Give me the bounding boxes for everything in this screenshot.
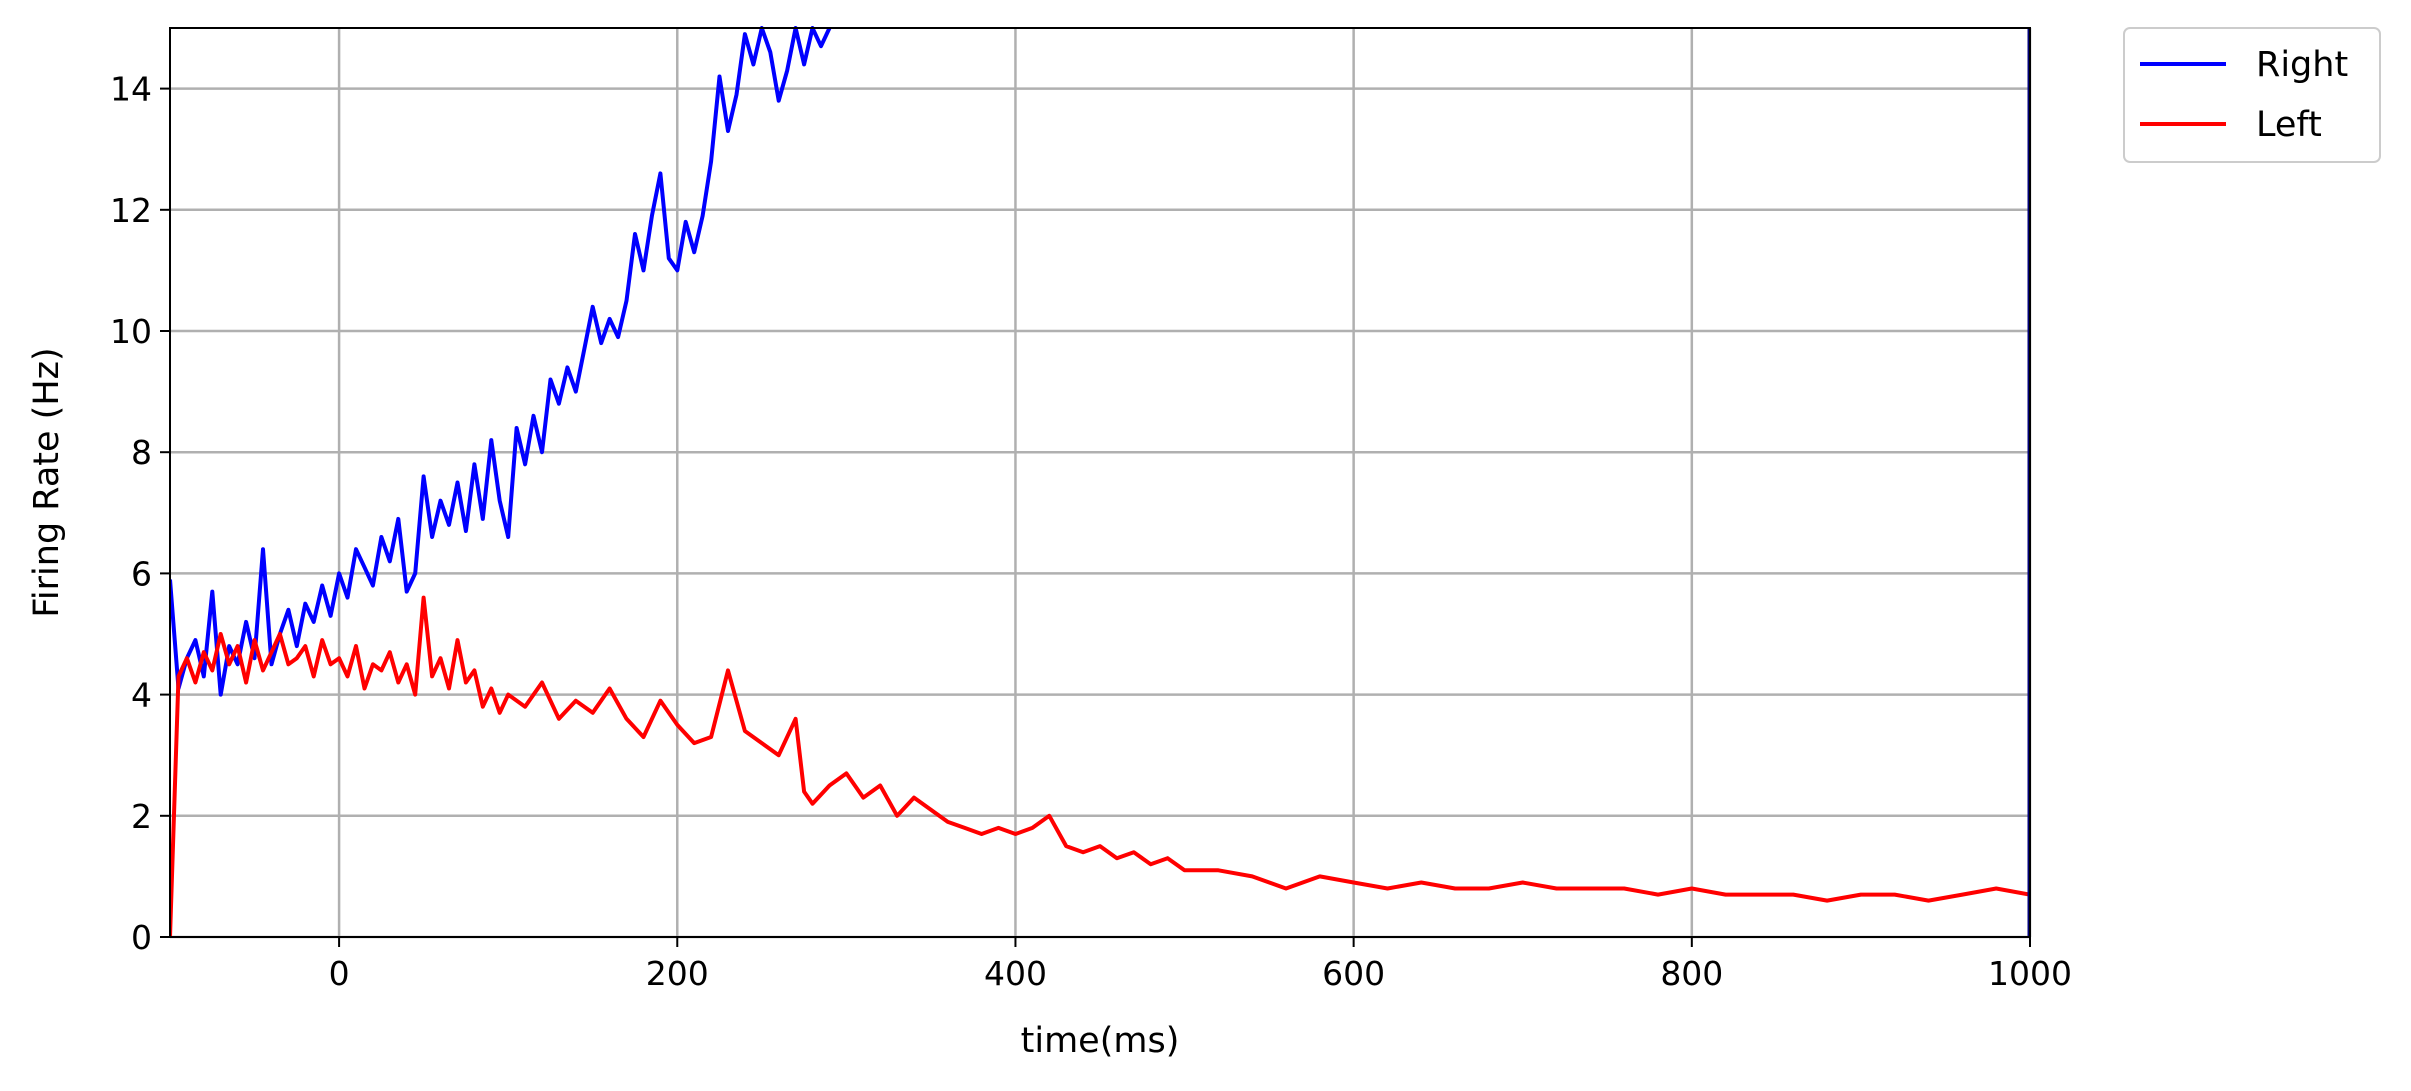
series-lines [170,26,2031,938]
legend: Right Left [2123,27,2381,163]
x-axis-ticks: 0 200 400 600 800 1000 [329,937,2072,993]
y-tick-label: 6 [131,554,152,593]
x-tick-label: 200 [646,954,709,993]
y-tick-label: 4 [131,676,152,715]
legend-box [2123,27,2381,163]
legend-label-right: Right [2256,45,2348,85]
x-tick-label: 1000 [1988,954,2072,993]
y-axis-label: Firing Rate (Hz) [27,347,67,617]
y-tick-label: 12 [110,191,152,230]
plot-frame [169,27,2031,938]
y-tick-label: 10 [110,312,152,351]
x-tick-label: 400 [984,954,1047,993]
grid [170,28,2032,939]
legend-label-left: Left [2256,105,2322,145]
series-line-left [170,595,2030,938]
series-line-right [170,26,832,697]
y-axis-ticks: 0 2 4 6 8 10 12 14 [110,70,170,957]
y-tick-label: 14 [110,70,152,109]
x-tick-label: 0 [329,954,350,993]
x-axis-label: time(ms) [1021,1021,1180,1061]
x-tick-label: 600 [1322,954,1385,993]
y-tick-label: 0 [131,918,152,957]
x-tick-label: 800 [1660,954,1723,993]
y-tick-label: 8 [131,433,152,472]
y-tick-label: 2 [131,797,152,836]
